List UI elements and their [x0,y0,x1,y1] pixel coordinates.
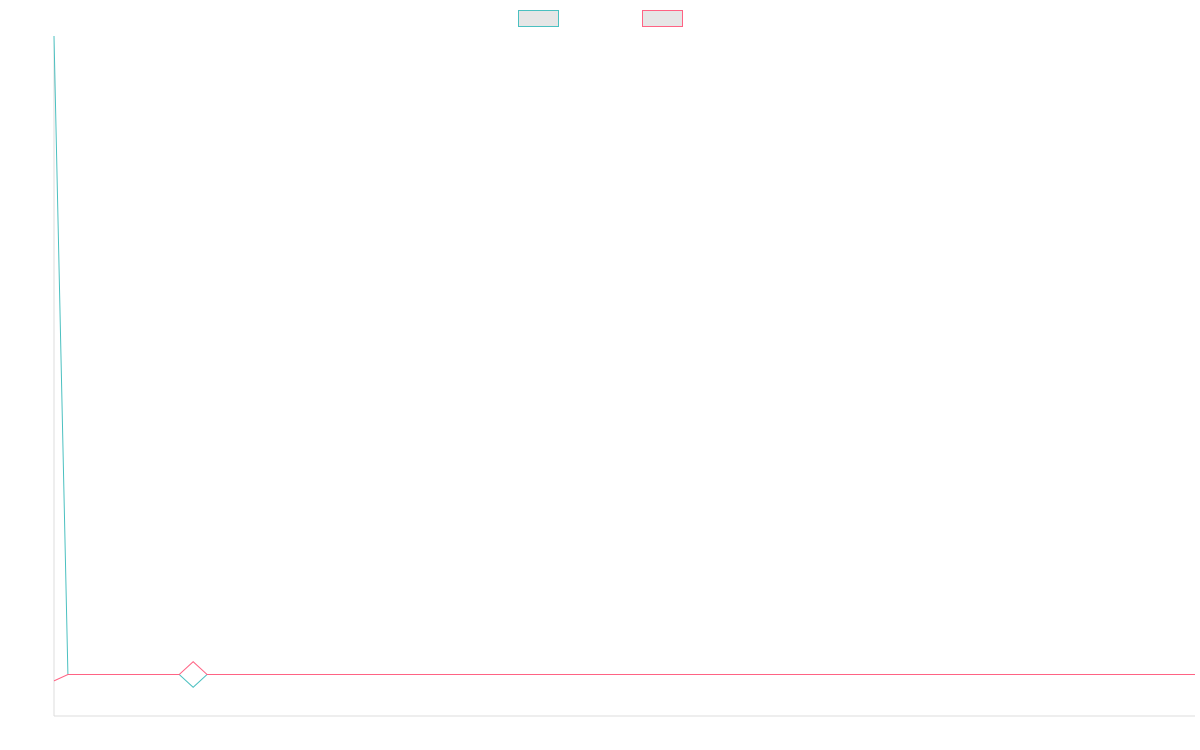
data-point[interactable] [1067,671,1073,677]
data-point[interactable] [816,671,822,677]
data-point[interactable] [524,671,530,677]
data-point[interactable] [190,659,196,665]
legend-swatch-2[interactable] [642,10,683,27]
data-point[interactable] [176,671,182,677]
data-point[interactable] [1136,671,1142,677]
data-point[interactable] [232,671,238,677]
data-point[interactable] [413,671,419,677]
series-1 [51,33,1195,690]
data-point[interactable] [301,671,307,677]
data-point[interactable] [538,671,544,677]
data-point[interactable] [775,671,781,677]
data-point[interactable] [802,671,808,677]
data-point[interactable] [510,671,516,677]
data-point[interactable] [455,671,461,677]
data-point[interactable] [705,671,711,677]
data-point[interactable] [969,671,975,677]
data-point[interactable] [677,671,683,677]
data-point[interactable] [288,671,294,677]
data-point[interactable] [914,671,920,677]
data-point[interactable] [566,671,572,677]
data-point[interactable] [274,671,280,677]
data-point[interactable] [594,671,600,677]
data-point[interactable] [886,671,892,677]
data-point[interactable] [635,671,641,677]
data-point[interactable] [983,671,989,677]
data-point[interactable] [218,671,224,677]
data-point[interactable] [580,671,586,677]
data-point[interactable] [385,671,391,677]
data-point[interactable] [51,678,57,684]
data-point[interactable] [79,671,85,677]
data-point[interactable] [121,671,127,677]
data-point[interactable] [747,671,753,677]
data-point[interactable] [468,671,474,677]
data-point[interactable] [858,671,864,677]
data-point[interactable] [1081,671,1087,677]
data-point[interactable] [441,671,447,677]
legend-swatch-1[interactable] [518,10,559,27]
data-point[interactable] [204,671,210,677]
data-point[interactable] [997,671,1003,677]
data-point[interactable] [190,684,196,690]
data-point[interactable] [761,671,767,677]
data-point[interactable] [552,671,558,677]
series-layer [51,33,1198,690]
data-point[interactable] [830,671,836,677]
data-point[interactable] [719,671,725,677]
data-point[interactable] [622,671,628,677]
data-point[interactable] [343,671,349,677]
series-line-2 [53,661,1195,682]
data-point[interactable] [371,671,377,677]
data-point[interactable] [315,671,321,677]
data-point[interactable] [900,671,906,677]
data-point[interactable] [1192,671,1198,677]
data-point[interactable] [928,671,934,677]
data-point[interactable] [1039,671,1045,677]
data-point[interactable] [663,671,669,677]
data-point[interactable] [1164,671,1170,677]
data-point[interactable] [357,671,363,677]
series-2 [51,659,1198,684]
series-line-1 [53,35,1195,688]
data-point[interactable] [134,671,140,677]
data-point[interactable] [65,671,71,677]
data-point[interactable] [1178,671,1184,677]
axes [53,36,1195,717]
data-point[interactable] [427,671,433,677]
data-point[interactable] [691,671,697,677]
data-point[interactable] [1025,671,1031,677]
data-point[interactable] [162,671,168,677]
data-point[interactable] [942,671,948,677]
data-point[interactable] [872,671,878,677]
data-point[interactable] [329,671,335,677]
data-point[interactable] [148,671,154,677]
data-point[interactable] [955,671,961,677]
data-point[interactable] [733,671,739,677]
data-point[interactable] [1122,671,1128,677]
data-point[interactable] [399,671,405,677]
data-point[interactable] [51,33,57,39]
data-point[interactable] [260,671,266,677]
data-point[interactable] [1053,671,1059,677]
data-point[interactable] [496,671,502,677]
data-point[interactable] [1011,671,1017,677]
data-point[interactable] [844,671,850,677]
legend [518,10,683,27]
data-point[interactable] [1150,671,1156,677]
data-point[interactable] [608,671,614,677]
data-point[interactable] [482,671,488,677]
data-point[interactable] [246,671,252,677]
data-point[interactable] [1095,671,1101,677]
data-point[interactable] [93,671,99,677]
data-point[interactable] [1109,671,1115,677]
data-point[interactable] [649,671,655,677]
data-point[interactable] [788,671,794,677]
data-point[interactable] [107,671,113,677]
